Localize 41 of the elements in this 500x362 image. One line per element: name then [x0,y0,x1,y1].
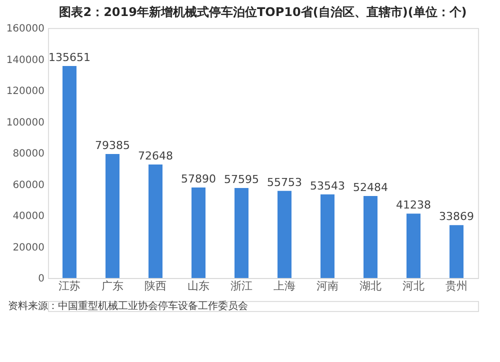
y-tick-label: 60000 [12,180,44,191]
x-tick-label: 山东 [188,280,210,292]
y-tick-label: 40000 [12,211,44,222]
data-label: 72648 [138,149,173,162]
bar [450,225,464,278]
bar [320,194,334,278]
bar [364,196,378,278]
bar [278,190,292,278]
data-label: 79385 [95,138,130,152]
x-tick-label: 河南 [316,280,338,292]
data-label: 57890 [181,172,216,186]
data-label: 135651 [48,51,90,64]
x-tick-label: 贵州 [446,280,468,292]
y-tick-label: 140000 [6,54,44,66]
x-tick-label: 陕西 [144,280,166,292]
data-label: 52484 [353,180,388,194]
data-label: 33869 [439,210,474,224]
y-tick-label: 0 [38,274,44,284]
bar [62,66,76,278]
data-label: 53543 [310,179,345,192]
y-tick-label: 160000 [6,24,44,34]
y-tick-label: 20000 [12,242,44,254]
chart-title: 图表2：2019年新增机械式停车泊位TOP10省(自治区、直辖市)(单位：个) [59,5,467,19]
text: 资料来源：中国重型机械工业协会停车设备工作委员会 [8,300,248,312]
y-tick-label: 100000 [6,117,44,128]
y-tick-label: 120000 [6,86,44,97]
x-tick-label: 广东 [102,280,124,292]
bar [234,188,248,278]
bar [406,214,420,278]
data-label: 41238 [396,198,431,212]
x-tick-label: 江苏 [58,280,80,292]
bar [148,164,162,278]
x-tick-label: 河北 [402,280,424,292]
x-tick-label: 上海 [274,280,296,292]
data-label: 57595 [224,173,259,186]
bar [106,154,120,278]
x-tick-label: 湖北 [360,280,382,292]
y-tick-label: 80000 [12,148,44,160]
x-tick-label: 浙江 [230,280,252,292]
bar [192,188,206,278]
data-label: 55753 [267,176,302,189]
